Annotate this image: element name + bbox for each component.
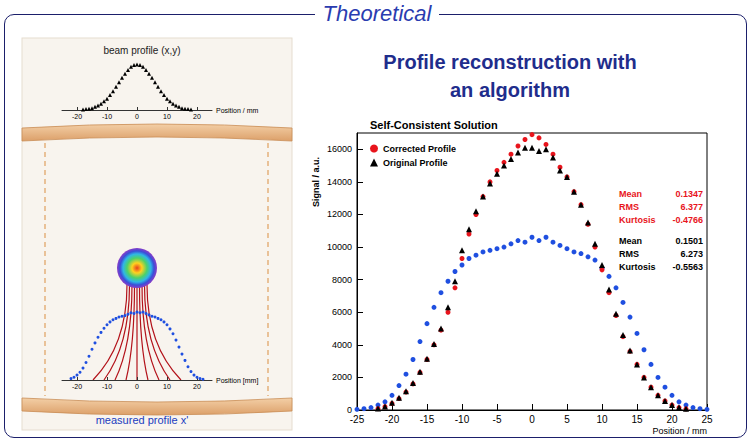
svg-text:-20: -20: [72, 113, 82, 120]
svg-text:0.1347: 0.1347: [675, 189, 703, 199]
svg-text:Position / mm: Position / mm: [652, 426, 707, 436]
svg-text:-0.5563: -0.5563: [672, 262, 703, 272]
svg-text:-10: -10: [455, 414, 470, 425]
svg-text:Mean: Mean: [619, 236, 642, 246]
svg-text:RMS: RMS: [619, 202, 639, 212]
svg-text:25: 25: [701, 414, 713, 425]
svg-text:Position / mm: Position / mm: [216, 107, 259, 114]
svg-text:10000: 10000: [327, 242, 352, 252]
svg-text:2000: 2000: [332, 372, 352, 382]
svg-text:Self-Consistent Solution: Self-Consistent Solution: [370, 119, 498, 131]
svg-text:Kurtosis: Kurtosis: [619, 262, 656, 272]
svg-text:6000: 6000: [332, 307, 352, 317]
html-text:Profile reconstruction with an: Profile reconstruction with an algorithm: [383, 51, 637, 101]
svg-text:6.273: 6.273: [680, 249, 703, 259]
svg-text:-20: -20: [385, 414, 400, 425]
svg-text:-0.4766: -0.4766: [672, 215, 703, 225]
svg-text:0: 0: [135, 383, 139, 390]
svg-text:-10: -10: [102, 383, 112, 390]
svg-text:10: 10: [596, 414, 608, 425]
svg-text:-5: -5: [493, 414, 502, 425]
svg-text:RMS: RMS: [619, 249, 639, 259]
svg-text:-15: -15: [420, 414, 435, 425]
svg-text:12000: 12000: [327, 209, 352, 219]
svg-text:0.1501: 0.1501: [675, 236, 703, 246]
html-text:Theoretical: Theoretical: [322, 1, 432, 26]
svg-text:-25: -25: [350, 414, 365, 425]
svg-text:10: 10: [163, 383, 171, 390]
svg-text:Signal / a.u.: Signal / a.u.: [311, 157, 321, 207]
svg-text:-10: -10: [102, 113, 112, 120]
svg-text:Mean: Mean: [619, 189, 642, 199]
svg-text:Kurtosis: Kurtosis: [619, 215, 656, 225]
svg-text:Original Profile: Original Profile: [383, 158, 448, 168]
svg-text:-20: -20: [72, 383, 82, 390]
svg-text:6.377: 6.377: [680, 202, 703, 212]
svg-text:8000: 8000: [332, 275, 352, 285]
svg-text:0: 0: [347, 405, 352, 415]
svg-text:16000: 16000: [327, 144, 352, 154]
svg-text:20: 20: [193, 113, 201, 120]
svg-text:Corrected Profile: Corrected Profile: [383, 144, 456, 154]
svg-text:measured profile x': measured profile x': [96, 414, 189, 426]
svg-text:20: 20: [193, 383, 201, 390]
svg-text:4000: 4000: [332, 340, 352, 350]
svg-text:0: 0: [135, 113, 139, 120]
svg-text:0: 0: [529, 414, 535, 425]
svg-text:15: 15: [631, 414, 643, 425]
svg-text:Position [mm]: Position [mm]: [216, 377, 258, 385]
svg-text:10: 10: [163, 113, 171, 120]
svg-text:20: 20: [666, 414, 678, 425]
svg-text:14000: 14000: [327, 177, 352, 187]
svg-text:5: 5: [564, 414, 570, 425]
svg-text:beam profile (x,y): beam profile (x,y): [103, 45, 180, 56]
